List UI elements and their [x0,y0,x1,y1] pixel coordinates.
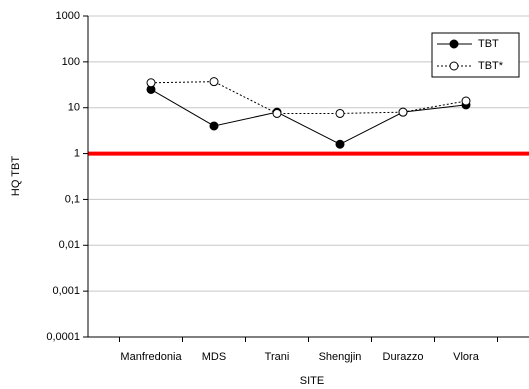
x-tick-label: Durazzo [383,351,424,363]
data-point [335,139,345,149]
x-tick-label: MDS [202,351,226,363]
data-point [272,108,282,118]
legend-marker [449,61,459,71]
x-tick-label: Shengjin [319,351,362,363]
y-tick-label: 1 [74,147,80,159]
data-point [209,77,219,87]
data-point [461,96,471,106]
data-point [209,121,219,131]
y-tick-label: 0,0001 [46,331,80,343]
x-axis-label: SITE [300,375,324,387]
y-axis-label: HQ TBT [10,156,22,196]
x-tick-label: Trani [265,351,290,363]
legend-label: TBT* [478,60,504,72]
data-point [398,107,408,117]
legend-box [431,32,520,78]
y-tick-label: 0,01 [59,239,80,251]
y-tick-label: 0,001 [52,285,80,297]
x-tick-label: Manfredonia [120,351,182,363]
y-tick-label: 0,1 [65,193,80,205]
y-tick-label: 10 [68,102,80,114]
legend-marker [449,39,459,49]
series-line [150,81,467,114]
data-point [146,78,156,88]
data-point [335,108,345,118]
y-tick-label: 1000 [56,10,80,22]
legend-label: TBT [478,38,499,50]
x-tick-label: Vlora [453,351,480,363]
y-tick-label: 100 [62,56,80,68]
series-line [150,89,467,145]
